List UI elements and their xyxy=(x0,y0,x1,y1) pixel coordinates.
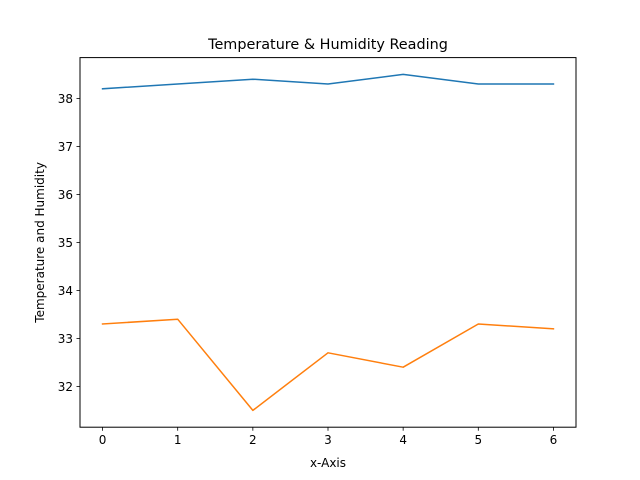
series-line-2 xyxy=(101,318,555,412)
y-axis-label: Temperature and Humidity xyxy=(33,162,47,324)
x-tick-label: 1 xyxy=(174,433,182,447)
x-tick-label: 4 xyxy=(399,433,407,447)
x-tick-label: 5 xyxy=(474,433,482,447)
y-tick-label: 37 xyxy=(58,140,73,154)
x-tick-label: 0 xyxy=(99,433,107,447)
y-tick-label: 36 xyxy=(58,188,73,202)
y-tick-label: 35 xyxy=(58,236,73,250)
chart-title: Temperature & Humidity Reading xyxy=(207,37,448,53)
x-axis-label: x-Axis xyxy=(310,456,346,470)
plot-area-frame xyxy=(79,57,577,428)
x-tick-label: 2 xyxy=(249,433,257,447)
x-tick-label: 3 xyxy=(324,433,332,447)
y-tick-label: 32 xyxy=(58,380,73,394)
x-tick-label: 6 xyxy=(550,433,558,447)
y-tick-label: 33 xyxy=(58,332,73,346)
series-layer xyxy=(101,73,555,412)
series-line-1 xyxy=(101,73,555,90)
y-tick-label: 38 xyxy=(58,92,73,106)
y-tick-label: 34 xyxy=(58,284,73,298)
